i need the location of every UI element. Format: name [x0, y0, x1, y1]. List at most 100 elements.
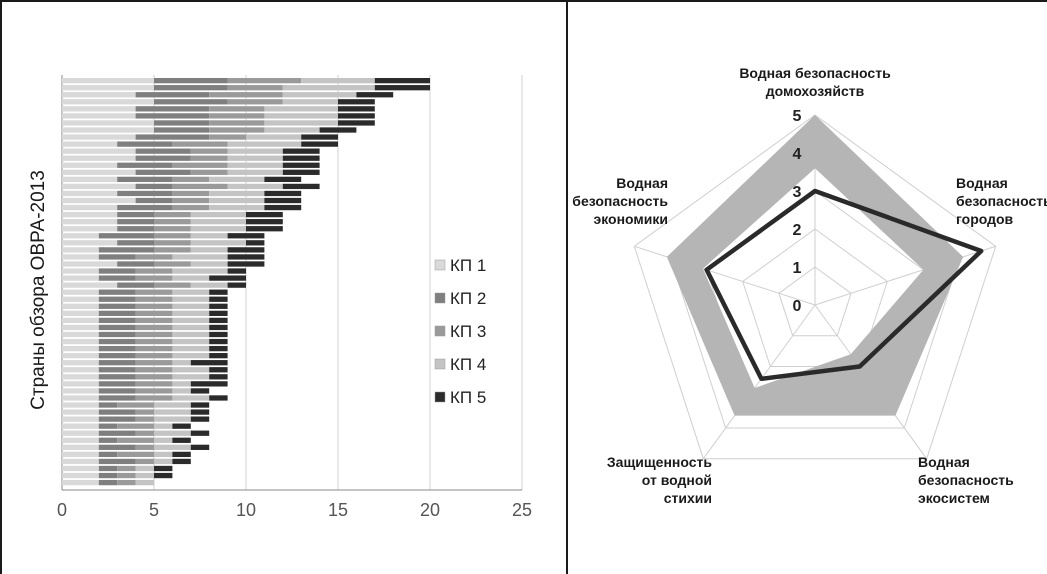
- bar-segment-3: [209, 106, 265, 112]
- bar-segment-4: [190, 226, 246, 232]
- bar-segment-4: [172, 353, 210, 359]
- bar-segment-3: [154, 261, 191, 267]
- bar-segment-5: [282, 148, 320, 154]
- bar-segment-5: [374, 78, 430, 84]
- bar-segment-5: [282, 169, 320, 175]
- radar-tick-label: 5: [793, 108, 802, 125]
- bar-segment-2: [154, 85, 228, 91]
- bar-segment-3: [135, 268, 173, 274]
- bar-segment-2: [117, 162, 173, 168]
- bar-segment-4: [209, 204, 265, 211]
- bar-segment-2: [98, 268, 136, 274]
- bar-segment-5: [374, 85, 430, 91]
- bar-segment-5: [190, 402, 210, 408]
- bar-segment-2: [117, 261, 154, 267]
- bar-segment-2: [98, 345, 136, 352]
- radar-tick-label: 2: [793, 222, 802, 239]
- x-tick-label: 15: [328, 500, 348, 520]
- bar-segment-5: [246, 240, 265, 246]
- bar-segment-2: [98, 360, 136, 366]
- bar-segment-5: [227, 282, 246, 288]
- radar-axis-label: Защищенность от водной стихии: [607, 454, 712, 506]
- bar-segment-2: [98, 247, 154, 253]
- bar-segment-3: [135, 367, 173, 373]
- bar-segment-2: [154, 78, 228, 84]
- bar-segment-5: [209, 374, 228, 380]
- bar-segment-3: [209, 120, 265, 126]
- bar-segment-2: [98, 374, 136, 380]
- bar-segment-5: [338, 106, 375, 112]
- bar-segment-4: [264, 120, 338, 126]
- bar-segment-3: [135, 303, 173, 309]
- bar-segment-1: [62, 437, 99, 443]
- radar-tick-label: 3: [793, 184, 802, 201]
- bar-segment-1: [62, 275, 99, 281]
- bar-segment-3: [135, 275, 173, 281]
- bar-segment-4: [227, 162, 283, 168]
- bar-segment-5: [209, 331, 228, 338]
- bar-segment-5: [190, 430, 210, 436]
- bar-segment-1: [62, 472, 99, 479]
- bar-segment-2: [98, 289, 136, 295]
- bar-segment-2: [98, 479, 118, 486]
- bar-segment-1: [62, 190, 118, 197]
- bar-segment-4: [154, 409, 191, 415]
- bar-segment-4: [135, 465, 154, 472]
- bar-segment-3: [227, 99, 283, 105]
- bar-segment-1: [62, 106, 136, 112]
- bar-segment-3: [135, 338, 173, 345]
- bar-segment-2: [98, 381, 136, 387]
- bar-segment-5: [154, 472, 173, 479]
- bar-segment-4: [172, 338, 210, 345]
- bar-segment-2: [98, 275, 136, 281]
- bar-segment-5: [209, 395, 228, 401]
- bar-segment-4: [264, 113, 338, 119]
- bar-segment-1: [62, 268, 99, 274]
- bar-segment-3: [135, 395, 173, 401]
- bar-segment-4: [172, 345, 210, 352]
- bar-segment-3: [190, 148, 228, 154]
- bar-segment-1: [62, 423, 99, 429]
- bar-segment-5: [209, 303, 228, 309]
- bar-segment-2: [98, 296, 136, 302]
- bar-segment-2: [98, 395, 136, 401]
- bar-segment-4: [172, 268, 228, 274]
- bar-segment-2: [117, 176, 173, 183]
- bar-segment-5: [301, 134, 338, 140]
- bar-segment-5: [209, 367, 228, 373]
- bar-segment-1: [62, 289, 99, 295]
- bar-segment-1: [62, 85, 154, 91]
- bar-segment-4: [172, 331, 210, 338]
- bar-segment-3: [172, 183, 228, 190]
- bar-segment-2: [98, 416, 136, 422]
- bar-segment-1: [62, 345, 99, 352]
- legend-swatch: [434, 325, 446, 337]
- bar-segment-2: [154, 127, 210, 133]
- bar-segment-3: [190, 169, 228, 175]
- radar-series-line: [704, 188, 984, 382]
- bar-segment-3: [117, 472, 136, 479]
- bar-segment-5: [264, 204, 302, 211]
- bar-segment-5: [190, 388, 210, 394]
- bar-segment-4: [190, 261, 228, 267]
- bar-segment-1: [62, 204, 118, 211]
- bar-segment-2: [98, 310, 136, 316]
- legend-label: КП 3: [450, 322, 486, 341]
- bar-segment-2: [135, 92, 210, 98]
- bar-segment-4: [135, 479, 154, 486]
- radar-spoke: [634, 245, 816, 306]
- bar-segment-3: [117, 451, 154, 458]
- bar-segment-1: [62, 226, 118, 232]
- bar-segment-2: [98, 331, 136, 338]
- bar-segment-4: [227, 169, 283, 175]
- radar-tick-label: 4: [793, 146, 802, 163]
- bar-segment-3: [117, 479, 136, 486]
- bar-segment-3: [135, 409, 154, 415]
- radar-tick-label: 1: [793, 260, 802, 277]
- bar-segment-4: [282, 92, 357, 98]
- bar-segment-1: [62, 310, 99, 316]
- bar-segment-3: [227, 85, 283, 91]
- bar-segment-4: [301, 78, 375, 84]
- bar-segment-2: [98, 388, 136, 394]
- bar-segment-1: [62, 409, 99, 415]
